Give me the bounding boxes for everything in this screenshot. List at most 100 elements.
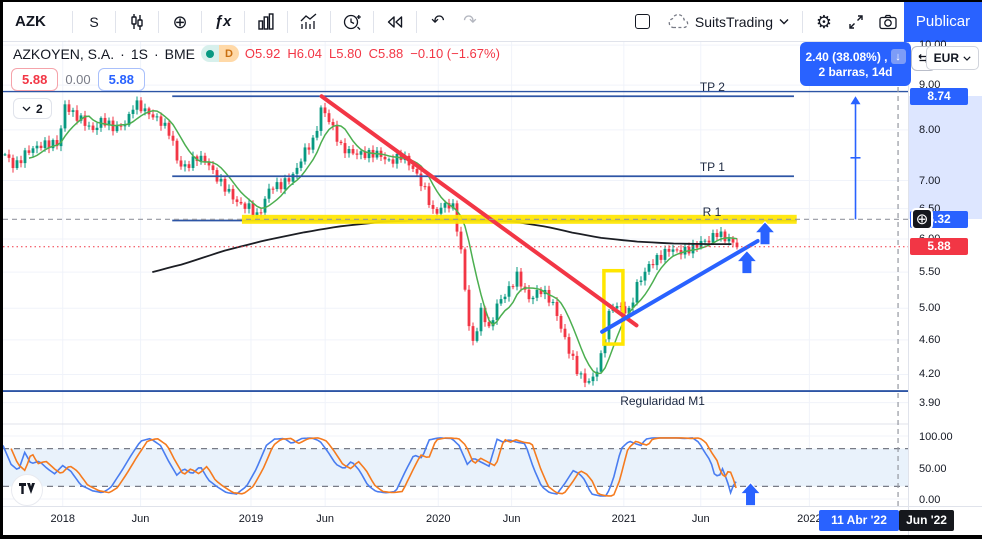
candle-body [115, 125, 119, 132]
candle-body [27, 150, 31, 153]
symbol-search-button[interactable]: AZK [15, 6, 67, 38]
candle-body [163, 122, 167, 126]
candle-body [711, 233, 715, 243]
candle-body [267, 188, 271, 199]
candle-body [315, 130, 319, 138]
candle-body [271, 188, 275, 190]
market-status-badge: D [200, 45, 239, 62]
stochastic-k-line[interactable] [3, 437, 737, 497]
chart-style-button[interactable] [121, 6, 153, 38]
fullscreen-button[interactable] [840, 6, 872, 38]
up-arrow-marker[interactable] [739, 481, 762, 506]
candle-body [587, 381, 591, 383]
candle-body [531, 297, 535, 300]
regularidad-m1-label[interactable]: Regularidad M1 [620, 394, 705, 409]
indicators-collapse-button[interactable]: 2 [13, 98, 52, 119]
candle-body [491, 320, 495, 327]
candle-body [175, 140, 179, 161]
candle-body [103, 117, 107, 126]
undo-button[interactable]: ↶ [422, 6, 454, 38]
symbol-legend[interactable]: AZKOYEN, S.A. · 1S · BME D O5.92 H6.04 L5.… [13, 45, 500, 62]
crosshair-date-marker: Jun '22 [899, 510, 954, 531]
fx-icon: ƒx [214, 13, 232, 30]
ma-slow-line[interactable] [152, 218, 732, 273]
candle-body [363, 151, 367, 159]
up-arrow-marker[interactable] [753, 220, 777, 246]
candle-body [67, 104, 71, 112]
add-alert-button[interactable]: ⊕ [911, 208, 933, 231]
candle-body [463, 249, 467, 290]
candle-body [347, 149, 351, 154]
tp-price-marker: 8.74 [910, 87, 968, 105]
currency-button[interactable]: EUR [925, 46, 979, 70]
candle-body [535, 289, 539, 298]
undo-icon: ↶ [431, 12, 445, 30]
stochastic-d-line[interactable] [10, 437, 737, 497]
candle-body [431, 204, 435, 209]
candle-body [707, 240, 711, 243]
indicators-button[interactable]: ƒx [207, 6, 239, 38]
saved-layout-button[interactable]: SuitsTrading [659, 6, 797, 38]
candle-body [719, 231, 723, 237]
support-ascending-trendline[interactable] [600, 238, 760, 334]
alert-button[interactable] [336, 6, 368, 38]
last-price-marker: 5.88 [910, 238, 968, 256]
time-axis[interactable]: 2018 Jun 2019 Jun 2020 Jun 2021 Jun 2022 11 Abr … [3, 506, 982, 535]
candle-body [567, 337, 571, 354]
time-tick-label: 2019 [238, 513, 264, 525]
screenshot-button[interactable] [872, 6, 904, 38]
candle-body [683, 246, 687, 255]
tp2-label[interactable]: TP 2 [699, 80, 725, 95]
candle-body [123, 125, 127, 127]
candle-body [7, 154, 11, 158]
tp1-label[interactable]: TP 1 [699, 160, 725, 175]
price-tick-label: 8.00 [919, 123, 941, 136]
candle-body [91, 125, 95, 131]
candle-body [419, 173, 423, 187]
legend-interval: 1S [130, 45, 148, 62]
candle-body [35, 145, 39, 149]
price-axis[interactable]: 10.009.008.007.006.506.005.505.004.604.2… [908, 39, 982, 506]
candle-body [139, 100, 143, 112]
candle-body [339, 141, 343, 144]
layout-button[interactable] [627, 6, 659, 38]
financials-button[interactable] [250, 6, 282, 38]
candle-body [323, 107, 327, 114]
price-tick-label: 3.90 [919, 396, 941, 409]
trade-panel: 5.88 0.00 5.88 [11, 68, 145, 91]
ohlc-values: O5.92 H6.04 L5.80 C5.88 −0.10 (−1.67%) [244, 46, 500, 61]
publish-button[interactable]: Publicar [904, 1, 982, 42]
yellow-highlight-rect[interactable] [602, 268, 625, 346]
settings-button[interactable]: ⚙ [808, 6, 840, 38]
candle-body [63, 104, 67, 129]
up-arrow-marker[interactable] [735, 249, 759, 275]
candle-body [603, 339, 607, 354]
sell-button[interactable]: 5.88 [11, 68, 59, 91]
toolbar-divider [416, 10, 417, 33]
chevron-down-icon [22, 106, 31, 111]
interval-button[interactable]: S [78, 6, 110, 38]
chevron-down-icon [963, 55, 971, 61]
candle-body [51, 140, 55, 149]
candle-body [87, 125, 91, 127]
download-icon[interactable]: ↓ [890, 49, 906, 64]
candle-body [599, 353, 603, 372]
price-chart-canvas[interactable] [3, 42, 908, 506]
resistance-descending-trendline[interactable] [319, 94, 639, 328]
candle-body [307, 147, 311, 150]
candle-body [239, 201, 243, 204]
compare-button[interactable]: ⊕ [164, 6, 196, 38]
ma-fast-line[interactable] [28, 109, 738, 375]
replay-button[interactable] [379, 6, 411, 38]
candle-body [735, 242, 739, 248]
chart-workspace: AZKOYEN, S.A. · 1S · BME D O5.92 H6.04 L5.… [3, 39, 982, 506]
candle-body [607, 310, 611, 340]
redo-button[interactable]: ↷ [454, 6, 486, 38]
tradingview-logo[interactable] [11, 474, 43, 506]
time-tick-label: 2022 [797, 513, 822, 525]
buy-button[interactable]: 5.88 [97, 68, 145, 91]
templates-button[interactable] [293, 6, 325, 38]
candle-body [511, 286, 515, 288]
r1-label[interactable]: R 1 [702, 204, 722, 219]
candle-body [319, 107, 323, 131]
